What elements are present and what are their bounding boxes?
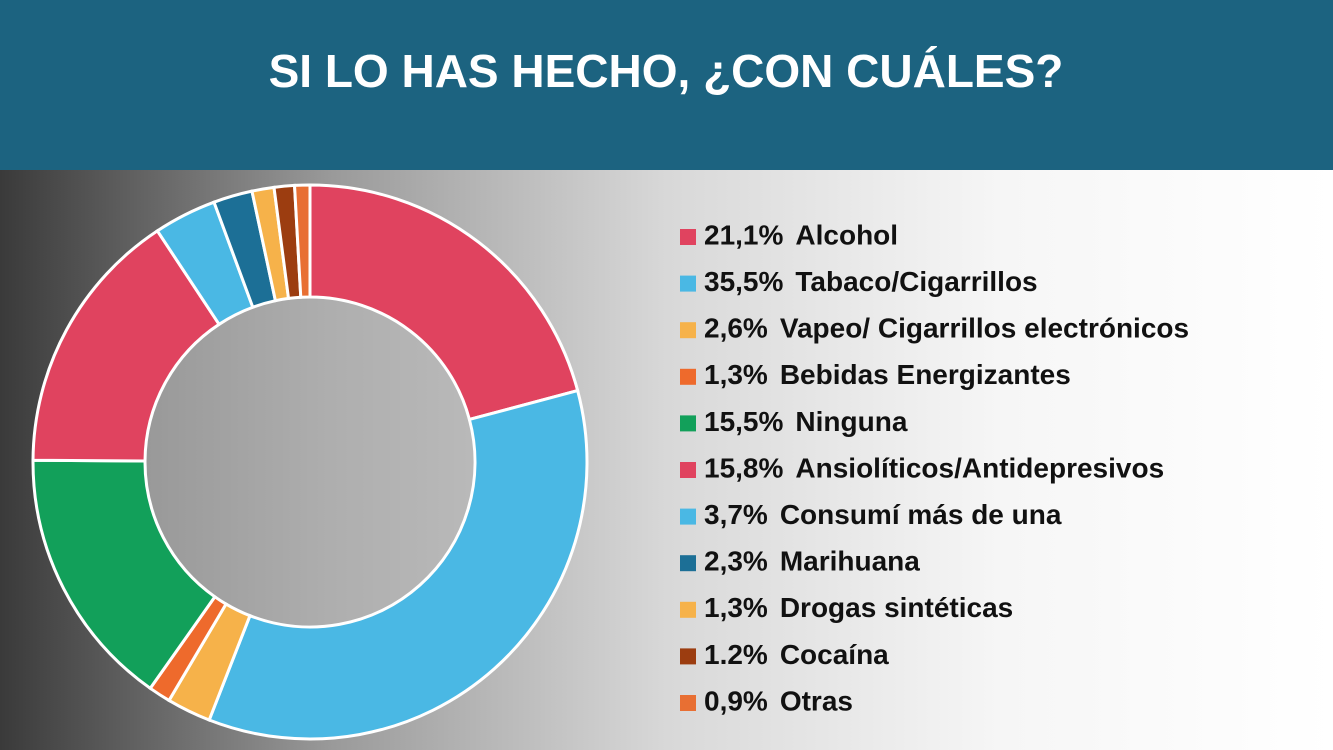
legend-label: Ansiolíticos/Antidepresivos <box>795 452 1164 483</box>
legend-label: Alcohol <box>795 219 898 250</box>
legend-label: Vapeo/ Cigarrillos electrónicos <box>780 313 1189 344</box>
legend-value-label: 21,1% <box>704 219 783 250</box>
legend-swatch <box>680 508 696 525</box>
donut-slice <box>308 183 580 422</box>
donut-hole <box>145 297 475 627</box>
legend-label: Consumí más de una <box>780 499 1062 530</box>
legend-swatch <box>680 695 696 711</box>
legend-value-label: 2,3% <box>704 546 768 577</box>
donut-slice <box>292 183 312 299</box>
header-band <box>0 0 1333 170</box>
legend-label: Tabaco/Cigarrillos <box>795 266 1037 297</box>
legend-value-label: 1,3% <box>704 592 768 623</box>
legend-value-label: 15,5% <box>704 406 783 437</box>
legend-value-label: 3,7% <box>704 499 768 530</box>
slide-title: SI LO HAS HECHO, ¿CON CUÁLES? <box>269 45 1064 97</box>
legend-label: Otras <box>780 685 853 716</box>
legend-swatch <box>680 415 696 432</box>
legend-swatch <box>680 462 696 478</box>
legend-swatch <box>680 229 696 245</box>
legend-swatch <box>680 275 696 292</box>
legend-value-label: 35,5% <box>704 266 783 297</box>
legend-label: Drogas sintéticas <box>780 592 1013 623</box>
legend-label: Cocaína <box>780 639 889 670</box>
legend-value-label: 15,8% <box>704 452 783 483</box>
legend-label: Marihuana <box>780 546 920 577</box>
legend-value-label: 0,9% <box>704 685 768 716</box>
donut-slice <box>31 458 217 691</box>
legend-swatch <box>680 368 696 385</box>
legend-label: Ninguna <box>795 406 907 437</box>
legend-value-label: 1,3% <box>704 359 768 390</box>
legend-swatch <box>680 555 696 572</box>
donut-slice <box>207 388 589 741</box>
legend-value-label: 1.2% <box>704 639 768 670</box>
legend-swatch <box>680 648 696 665</box>
legend-value-label: 2,6% <box>704 313 768 344</box>
legend-swatch <box>680 322 696 339</box>
legend-label: Bebidas Energizantes <box>780 359 1071 390</box>
legend-swatch <box>680 601 696 618</box>
